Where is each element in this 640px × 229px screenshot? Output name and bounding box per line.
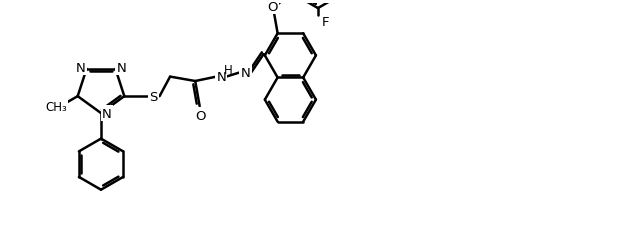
Text: N: N xyxy=(102,107,112,120)
Text: H: H xyxy=(224,64,232,77)
Text: O: O xyxy=(267,1,278,14)
Text: N: N xyxy=(241,66,250,79)
Text: S: S xyxy=(150,90,158,103)
Text: N: N xyxy=(76,62,86,75)
Text: N: N xyxy=(116,62,126,75)
Text: O: O xyxy=(195,109,206,122)
Text: N: N xyxy=(216,71,227,84)
Text: CH₃: CH₃ xyxy=(45,101,67,114)
Text: F: F xyxy=(322,16,330,29)
